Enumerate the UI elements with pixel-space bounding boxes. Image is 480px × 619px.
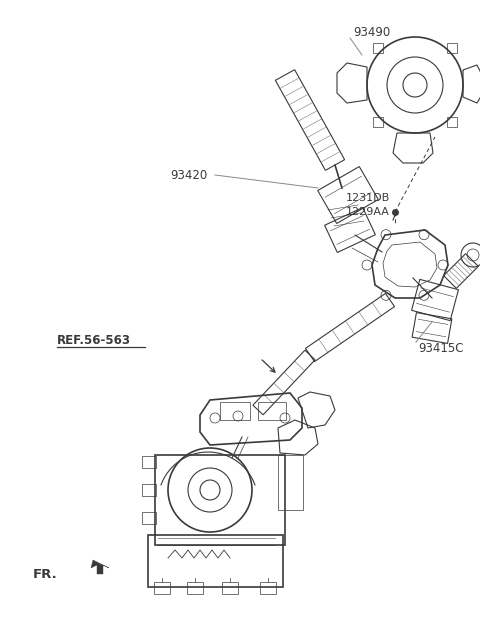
Polygon shape: [91, 560, 109, 574]
Bar: [447, 117, 457, 127]
Text: 93420: 93420: [170, 168, 207, 181]
Bar: [155, 455, 285, 545]
Bar: [220, 402, 250, 420]
Text: REF.56-563: REF.56-563: [57, 334, 131, 347]
Text: 1229AA: 1229AA: [346, 207, 390, 217]
Bar: [142, 484, 156, 496]
Bar: [373, 43, 383, 53]
Bar: [142, 456, 156, 468]
Bar: [373, 117, 383, 127]
Bar: [447, 43, 457, 53]
Bar: [148, 535, 283, 587]
Text: 93490: 93490: [353, 25, 390, 38]
Bar: [258, 402, 286, 420]
Bar: [278, 455, 303, 510]
Text: 1231DB: 1231DB: [346, 193, 390, 203]
Bar: [187, 582, 203, 594]
Text: 93415C: 93415C: [418, 342, 464, 355]
Bar: [260, 582, 276, 594]
Bar: [222, 582, 238, 594]
Bar: [154, 582, 170, 594]
Text: FR.: FR.: [33, 568, 58, 581]
Bar: [142, 512, 156, 524]
